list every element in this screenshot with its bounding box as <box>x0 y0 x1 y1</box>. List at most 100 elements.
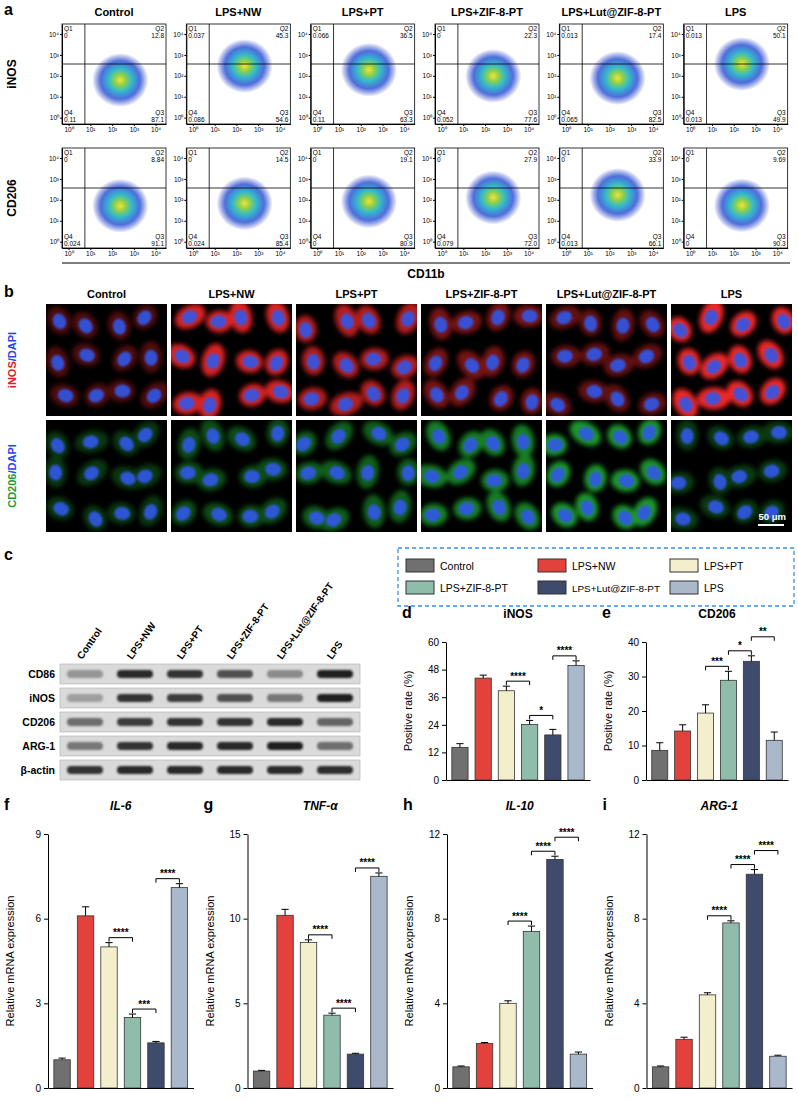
error-bar-stem <box>552 729 553 735</box>
cytoplasm-stain <box>195 466 228 493</box>
tick-label: 10³ <box>254 250 264 257</box>
tick-label: 10¹ <box>86 250 96 257</box>
nucleus <box>763 464 781 479</box>
tick: 10² <box>481 248 491 257</box>
tick: 10³ <box>298 51 310 58</box>
significance-bracket <box>355 868 378 872</box>
tick: 10³ <box>751 124 761 133</box>
nucleus <box>712 473 728 491</box>
error-bar <box>526 720 533 724</box>
tick: 10⁴ <box>151 248 161 257</box>
tick-mark <box>443 919 447 920</box>
y-axis: 01224364860 <box>428 637 447 786</box>
tick-label: 4 <box>634 998 640 1009</box>
cell-cloud <box>589 168 645 222</box>
plot-frame <box>435 148 539 248</box>
nucleus <box>242 387 261 404</box>
error-bar-stem <box>728 671 729 680</box>
nucleus-layer <box>298 309 417 413</box>
nucleus <box>336 396 355 413</box>
tick-label: 10⁴ <box>524 250 534 257</box>
cytoplasm-stain <box>610 468 642 494</box>
cytoplasm-stain <box>634 420 666 449</box>
cytoplasm-stain <box>46 427 74 462</box>
tick-mark <box>60 179 62 180</box>
error-bar-cap <box>704 992 711 993</box>
significance-label: **** <box>512 911 528 922</box>
tick-label: 10² <box>481 126 491 133</box>
cytoplasm-stain <box>105 309 133 342</box>
error-bar <box>656 743 663 751</box>
row-label: CD206/DAPI <box>6 444 18 508</box>
cytoplasm-stain <box>352 304 385 338</box>
tick-label: 10¹ <box>210 126 220 133</box>
error-bar <box>152 1041 159 1042</box>
tick-label: 10³ <box>547 175 557 182</box>
error-bar-cap <box>727 920 734 921</box>
tick-mark <box>433 97 435 98</box>
axis-line <box>186 25 187 125</box>
tick: 10³ <box>254 124 264 133</box>
significance-label: **** <box>160 868 176 879</box>
x-axis: 10⁰10¹10²10³10⁴ <box>560 248 664 257</box>
quadrant-value: 0.013 <box>686 32 703 39</box>
error-bar-cap <box>702 704 709 705</box>
row-label-part: iNOS <box>6 361 18 388</box>
bar <box>521 725 537 780</box>
axis-line <box>311 25 312 125</box>
tick-label: 10³ <box>671 51 681 58</box>
cytoplasm-stain <box>572 490 602 524</box>
significance-bracket <box>156 879 179 883</box>
plot-area <box>253 873 387 1088</box>
axis-line <box>446 643 447 781</box>
tick: 10¹ <box>708 124 718 133</box>
legend-label: LPS+Lut@ZIF-8-PT <box>572 583 660 594</box>
cytoplasm-stain <box>387 489 414 524</box>
tick-mark <box>184 179 186 180</box>
nucleus-layer <box>173 425 285 524</box>
cytoplasm-stain <box>513 305 542 328</box>
tick-label: 10³ <box>751 126 761 133</box>
tick: 10⁰ <box>313 124 323 133</box>
cytoplasm-stain <box>79 501 112 532</box>
cytoplasm-stain <box>317 456 355 489</box>
axis-title: CD11b <box>407 267 444 281</box>
nucleus <box>181 436 197 454</box>
tick-label: 10⁴ <box>546 31 556 38</box>
gate-line <box>457 24 458 124</box>
gate-line <box>706 148 707 248</box>
nucleus <box>702 308 720 328</box>
blot-band <box>167 718 203 726</box>
bar <box>498 691 514 780</box>
chart-title: IL-10 <box>506 799 534 813</box>
quadrant-value: 9.69 <box>773 156 786 163</box>
tick: 12 <box>428 747 446 758</box>
tick: 10⁴ <box>422 31 435 38</box>
legend-swatch <box>538 559 566 572</box>
error-bar-stem <box>179 884 180 888</box>
nucleus <box>516 462 532 480</box>
nucleus <box>114 384 130 397</box>
tick-label: 10³ <box>671 175 681 182</box>
significance-label: *** <box>138 999 150 1010</box>
tick-label: 10³ <box>50 175 60 182</box>
lane-label: LPS+ZIF-8-PT <box>225 601 271 661</box>
tick-label: 3 <box>35 998 41 1009</box>
tick: 36 <box>428 692 446 703</box>
tick-mark <box>60 118 62 119</box>
error-bar-cap <box>504 1000 511 1001</box>
stain-layer <box>296 420 417 532</box>
error-bar <box>58 1058 65 1060</box>
y-axis: 10⁰10¹10²10³10⁴ <box>49 25 63 125</box>
nucleus <box>328 426 348 447</box>
bar <box>568 665 584 780</box>
x-axis: 10⁰10¹10²10³10⁴ <box>187 124 291 133</box>
axis-line <box>186 149 187 249</box>
column-title: LPS+NW <box>215 6 262 18</box>
quadrant-value: 90.3 <box>773 240 786 247</box>
blot-strip <box>60 736 360 756</box>
tick: 10² <box>174 196 186 203</box>
tick-label: 10⁴ <box>151 126 161 133</box>
column-title: LPS+PT <box>342 6 384 18</box>
stain-layer <box>671 304 792 416</box>
